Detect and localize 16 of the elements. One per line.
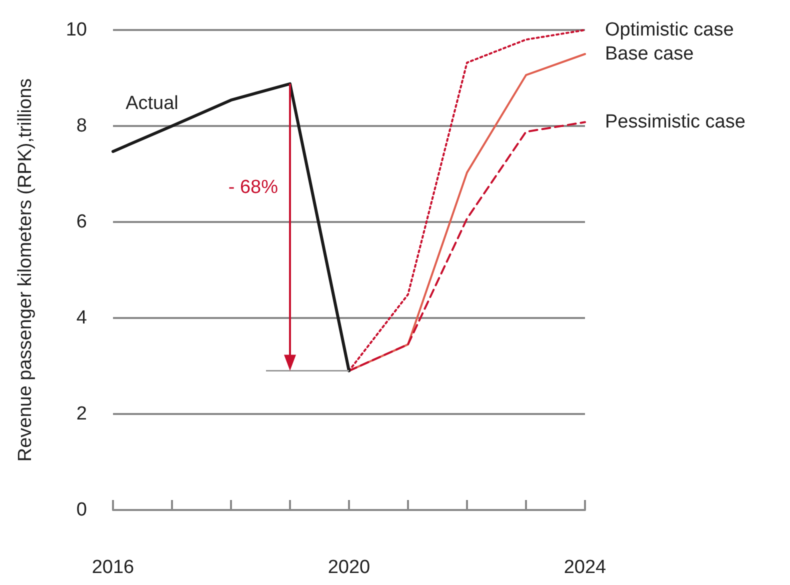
series-label: Actual xyxy=(126,93,178,114)
x-tick-label: 2020 xyxy=(328,557,370,578)
series-label: Pessimistic case xyxy=(605,112,746,133)
y-tick-label: 0 xyxy=(76,500,87,520)
line-series xyxy=(112,82,350,372)
y-tick-label: 4 xyxy=(76,308,88,328)
y-tick-label: 8 xyxy=(76,116,87,136)
y-tick-label: 10 xyxy=(66,20,87,40)
x-tick-label: 2016 xyxy=(92,557,134,578)
y-axis-title: Revenue passenger kilometers (RPK),trillions xyxy=(15,78,36,462)
x-tick-label: 2024 xyxy=(564,557,607,578)
series-label: Base case xyxy=(605,44,694,64)
annotation: - 68% xyxy=(228,176,278,198)
y-tick-label: 2 xyxy=(76,404,87,424)
y-tick-label: 6 xyxy=(76,212,87,232)
series-label: Optimistic case xyxy=(605,20,734,40)
